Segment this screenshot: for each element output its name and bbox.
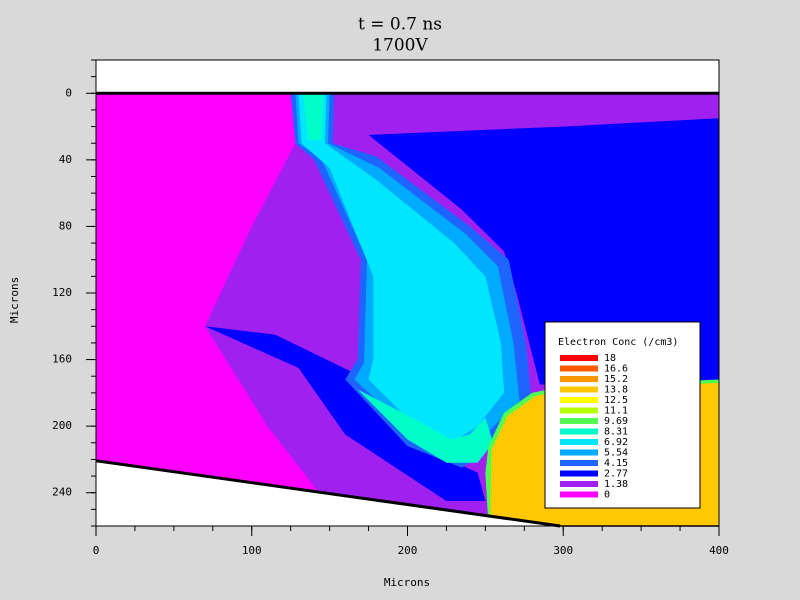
chart-title: t = 0.7 ns — [358, 15, 442, 35]
legend-swatch — [560, 365, 598, 372]
legend-label: 13.8 — [604, 385, 628, 396]
contour-region — [205, 326, 486, 502]
contour-region — [357, 389, 494, 463]
legend-label: 12.5 — [604, 395, 628, 406]
legend-label: 1.38 — [604, 479, 628, 490]
y-tick-label: 0 — [65, 86, 72, 99]
legend-swatch — [560, 491, 598, 498]
legend-swatch — [560, 428, 598, 435]
legend-label: 16.6 — [604, 364, 628, 375]
x-axis-label: Microns — [384, 576, 430, 589]
axes: 0 40 80 120 160 200 240 0 100 200 300 400 — [52, 59, 729, 557]
chart-subtitle: 1700V — [372, 36, 428, 56]
x-tick-label: 200 — [398, 544, 418, 557]
legend-swatch — [560, 449, 598, 456]
y-tick-label: 80 — [59, 219, 72, 232]
contour-region — [384, 273, 486, 418]
x-tick-label: 100 — [242, 544, 262, 557]
x-tick-label: 0 — [93, 544, 100, 557]
y-tick-label: 160 — [52, 353, 72, 366]
legend-label: 11.1 — [604, 406, 628, 417]
bottom-boundary — [95, 459, 561, 528]
contour-region — [368, 118, 719, 385]
legend-swatch — [560, 481, 598, 487]
x-tick-label: 300 — [553, 544, 573, 557]
legend-swatch — [560, 407, 598, 414]
legend-label: 9.69 — [604, 416, 628, 427]
legend-label: 4.15 — [604, 458, 628, 469]
legend-label: 0 — [604, 490, 610, 501]
legend-label: 15.2 — [604, 374, 628, 385]
legend-label: 6.92 — [604, 437, 628, 448]
x-tick-label: 400 — [709, 544, 729, 557]
legend-label: 8.31 — [604, 427, 628, 438]
legend-swatch — [560, 470, 598, 477]
y-tick-label: 200 — [52, 419, 72, 432]
legend-swatch — [560, 355, 598, 361]
legend-swatch — [560, 460, 598, 466]
y-axis-label: Microns — [8, 277, 21, 323]
legend-title: Electron Conc (/cm3) — [558, 337, 678, 348]
legend-swatch — [560, 439, 598, 445]
y-tick-label: 40 — [59, 153, 72, 166]
legend-label: 5.54 — [604, 448, 628, 459]
contour-region — [303, 93, 324, 140]
legend-swatch — [560, 376, 598, 382]
legend-box — [544, 321, 701, 509]
y-tick-label: 240 — [52, 486, 72, 499]
legend-swatch — [560, 386, 598, 393]
y-tick-label: 120 — [52, 286, 72, 299]
legend-label: 18 — [604, 353, 616, 364]
legend-swatch — [560, 397, 598, 403]
legend-swatch — [560, 418, 598, 424]
legend-label: 2.77 — [604, 469, 628, 480]
